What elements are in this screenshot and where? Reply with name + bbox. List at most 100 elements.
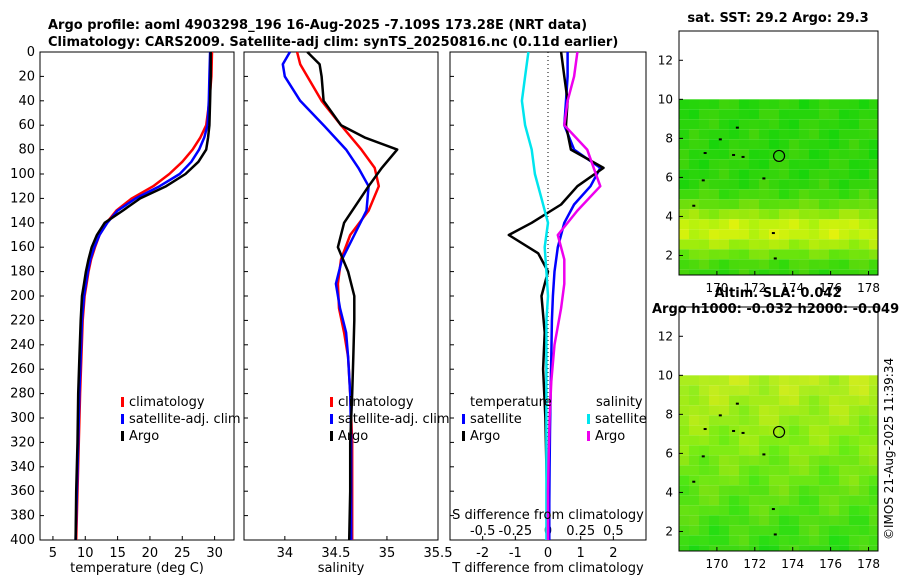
heatmap-cell: [869, 445, 878, 456]
heatmap-cell: [819, 535, 829, 546]
heatmap-cell: [849, 425, 859, 436]
heatmap-cell: [699, 395, 709, 406]
heatmap-cell: [839, 229, 849, 240]
heatmap-cell: [749, 535, 759, 546]
heatmap-cell: [739, 475, 749, 486]
heatmap-cell: [729, 465, 739, 476]
heatmap-cell: [719, 159, 729, 170]
heatmap-cell: [869, 525, 878, 536]
heatmap-cell: [709, 119, 719, 130]
heatmap-cell: [799, 189, 809, 200]
heatmap-cell: [719, 139, 729, 150]
heatmap-cell: [739, 269, 749, 275]
heatmap-cell: [759, 385, 769, 396]
y-tick-label: 380: [10, 509, 35, 524]
heatmap-cell: [829, 425, 839, 436]
heatmap-cell: [799, 269, 809, 275]
heatmap-cell: [769, 415, 779, 426]
heatmap-cell: [849, 395, 859, 406]
heatmap-cell: [839, 525, 849, 536]
heatmap-cell: [819, 239, 829, 250]
heatmap-cell: [859, 129, 869, 140]
heatmap-cell: [709, 169, 719, 180]
heatmap-cell: [819, 269, 829, 275]
heatmap-cell: [789, 495, 799, 506]
heatmap-cell: [859, 485, 869, 496]
heatmap-cell: [679, 259, 689, 270]
heatmap-cell: [719, 465, 729, 476]
heatmap-cell: [719, 545, 729, 551]
heatmap-cell: [729, 545, 739, 551]
heatmap-cell: [799, 249, 809, 260]
heatmap-cell: [779, 269, 789, 275]
heatmap-cell: [689, 495, 699, 506]
heatmap-cell: [779, 159, 789, 170]
heatmap-cell: [729, 219, 739, 230]
heatmap-cell: [799, 199, 809, 210]
heatmap-cell: [799, 455, 809, 466]
heatmap-cell: [719, 375, 729, 386]
heatmap-cell: [699, 219, 709, 230]
y-tick-label: 360: [10, 484, 35, 499]
heatmap-cell: [779, 495, 789, 506]
heatmap-cell: [689, 219, 699, 230]
heatmap-cell: [729, 239, 739, 250]
x-tick-label: 15: [109, 546, 126, 561]
heatmap-cell: [769, 189, 779, 200]
heatmap-cell: [809, 109, 819, 120]
heatmap-cell: [829, 485, 839, 496]
heatmap-cell: [759, 395, 769, 406]
heatmap-cell: [809, 139, 819, 150]
heatmap-cell: [709, 445, 719, 456]
x-tick-label: 1: [577, 546, 585, 561]
heatmap-cell: [839, 149, 849, 160]
heatmap-cell: [689, 445, 699, 456]
heatmap-cell: [789, 525, 799, 536]
heatmap-cell: [779, 525, 789, 536]
island-speck: [735, 402, 739, 405]
heatmap-cell: [799, 375, 809, 386]
heatmap-cell: [849, 229, 859, 240]
heatmap-cell: [769, 395, 779, 406]
heatmap-cell: [829, 249, 839, 260]
heatmap-cell: [839, 179, 849, 190]
heatmap-cell: [819, 149, 829, 160]
heatmap-cell: [829, 445, 839, 456]
heatmap-cell: [839, 139, 849, 150]
heatmap-cell: [849, 375, 859, 386]
heatmap-cell: [839, 119, 849, 130]
heatmap-cell: [719, 505, 729, 516]
heatmap-cell: [749, 385, 759, 396]
heatmap-cell: [849, 209, 859, 220]
heatmap-cell: [779, 139, 789, 150]
heatmap-cell: [839, 515, 849, 526]
heatmap-cell: [729, 395, 739, 406]
heatmap-cell: [739, 109, 749, 120]
heatmap-cell: [759, 179, 769, 190]
heatmap-cell: [809, 405, 819, 416]
heatmap-cell: [729, 269, 739, 275]
heatmap-cell: [679, 109, 689, 120]
legend-marker-climatology: [330, 397, 333, 407]
heatmap-cell: [689, 199, 699, 210]
heatmap-cell: [709, 525, 719, 536]
heatmap-cell: [809, 269, 819, 275]
heatmap-cell: [839, 415, 849, 426]
heatmap-cell: [759, 485, 769, 496]
heatmap-cell: [819, 445, 829, 456]
heatmap-cell: [799, 99, 809, 110]
island-speck: [718, 138, 722, 141]
series-line-satellite-adj-clim: [281, 51, 370, 540]
heatmap-cell: [769, 375, 779, 386]
heatmap-cell: [699, 485, 709, 496]
heatmap-cell: [759, 119, 769, 130]
heatmap-cell: [759, 405, 769, 416]
heatmap-cell: [859, 249, 869, 260]
heatmap-cell: [729, 129, 739, 140]
heatmap-cell: [829, 375, 839, 386]
y-tick-label: 0: [27, 45, 35, 60]
heatmap-cell: [699, 129, 709, 140]
heatmap-cell: [849, 109, 859, 120]
heatmap-cell: [759, 269, 769, 275]
